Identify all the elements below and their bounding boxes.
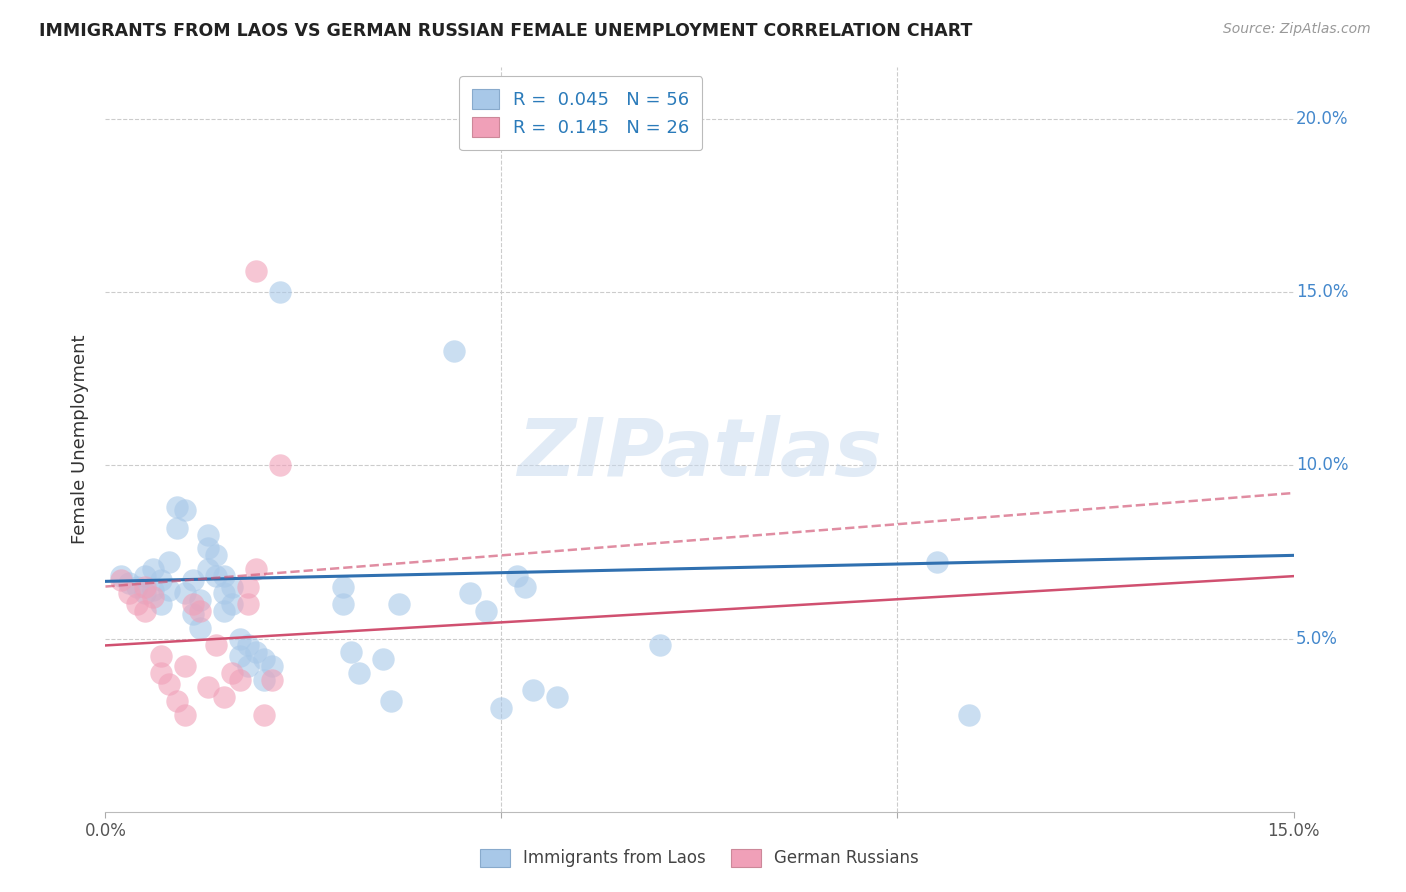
Point	[142, 562, 165, 576]
Point	[214, 604, 236, 618]
Point	[134, 569, 156, 583]
Point	[506, 569, 529, 583]
Point	[253, 652, 276, 666]
Point	[245, 264, 267, 278]
Point	[127, 580, 149, 594]
Point	[332, 597, 354, 611]
Point	[347, 666, 370, 681]
Point	[157, 555, 180, 569]
Point	[181, 607, 204, 622]
Point	[149, 573, 172, 587]
Point	[214, 586, 236, 600]
Point	[127, 597, 149, 611]
Point	[515, 580, 537, 594]
Point	[332, 580, 354, 594]
Point	[236, 597, 259, 611]
Point	[253, 673, 276, 687]
Point	[181, 597, 204, 611]
Point	[236, 639, 259, 653]
Point	[197, 680, 219, 694]
Point	[236, 659, 259, 673]
Text: Source: ZipAtlas.com: Source: ZipAtlas.com	[1223, 22, 1371, 37]
Point	[134, 580, 156, 594]
Text: IMMIGRANTS FROM LAOS VS GERMAN RUSSIAN FEMALE UNEMPLOYMENT CORRELATION CHART: IMMIGRANTS FROM LAOS VS GERMAN RUSSIAN F…	[39, 22, 973, 40]
Point	[110, 569, 132, 583]
Point	[190, 621, 212, 635]
Point	[197, 541, 219, 556]
Point	[229, 648, 252, 663]
Point	[546, 690, 568, 705]
Point	[387, 597, 409, 611]
Legend: Immigrants from Laos, German Russians: Immigrants from Laos, German Russians	[474, 842, 925, 874]
Point	[443, 343, 465, 358]
Point	[253, 707, 276, 722]
Point	[269, 458, 291, 473]
Point	[142, 582, 165, 597]
Point	[197, 562, 219, 576]
Point	[221, 597, 243, 611]
Point	[110, 573, 132, 587]
Point	[134, 604, 156, 618]
Point	[173, 707, 195, 722]
Point	[190, 593, 212, 607]
Text: 20.0%: 20.0%	[1296, 110, 1348, 128]
Text: 10.0%: 10.0%	[1296, 457, 1348, 475]
Point	[260, 659, 283, 673]
Point	[173, 503, 195, 517]
Point	[648, 639, 671, 653]
Point	[236, 580, 259, 594]
Point	[166, 694, 188, 708]
Point	[157, 676, 180, 690]
Point	[491, 700, 513, 714]
Point	[142, 590, 165, 604]
Point	[205, 639, 228, 653]
Point	[380, 694, 402, 708]
Point	[245, 645, 267, 659]
Point	[269, 285, 291, 299]
Point	[340, 645, 363, 659]
Point	[229, 632, 252, 646]
Point	[205, 549, 228, 563]
Point	[173, 586, 195, 600]
Point	[214, 569, 236, 583]
Point	[474, 604, 496, 618]
Point	[181, 573, 204, 587]
Point	[166, 521, 188, 535]
Point	[221, 666, 243, 681]
Point	[245, 562, 267, 576]
Point	[173, 659, 195, 673]
Point	[149, 597, 172, 611]
Text: 5.0%: 5.0%	[1296, 630, 1337, 648]
Text: ZIPatlas: ZIPatlas	[517, 415, 882, 493]
Point	[260, 673, 283, 687]
Point	[134, 586, 156, 600]
Point	[190, 604, 212, 618]
Point	[214, 690, 236, 705]
Point	[149, 648, 172, 663]
Point	[458, 586, 481, 600]
Point	[205, 569, 228, 583]
Point	[166, 500, 188, 514]
Point	[197, 527, 219, 541]
Point	[157, 582, 180, 597]
Y-axis label: Female Unemployment: Female Unemployment	[70, 334, 89, 544]
Point	[371, 652, 394, 666]
Point	[221, 580, 243, 594]
Point	[149, 666, 172, 681]
Point	[229, 673, 252, 687]
Point	[522, 683, 544, 698]
Point	[925, 555, 948, 569]
Point	[118, 576, 141, 591]
Point	[957, 707, 980, 722]
Point	[118, 586, 141, 600]
Text: 15.0%: 15.0%	[1296, 283, 1348, 301]
